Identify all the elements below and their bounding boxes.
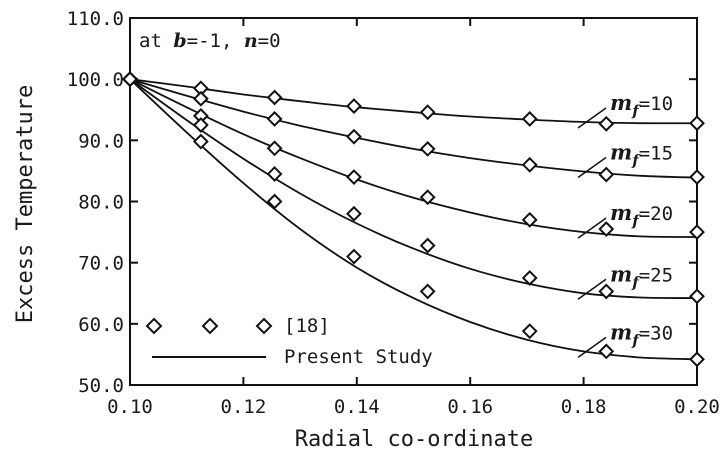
data-marker (122, 71, 138, 88)
data-marker (521, 111, 538, 127)
series-line (129, 78, 698, 299)
data-marker (266, 140, 283, 157)
series-label: mf=25 (610, 261, 673, 291)
series-label-leader (577, 217, 607, 239)
y-axis: 50.0 60.0 70.0 80.0 90.0 100.0 110.0 (67, 8, 697, 397)
data-marker (192, 117, 209, 133)
data-marker (689, 224, 705, 240)
legend-marker-3 (255, 317, 273, 335)
legend-markers-label: [18] (284, 315, 330, 337)
y-tick-label: 90.0 (78, 130, 124, 152)
data-marker (346, 205, 362, 222)
y-tick-label: 100.0 (67, 69, 124, 91)
series-label: mf=10 (610, 90, 673, 120)
data-marker (689, 169, 705, 185)
data-marker (266, 89, 283, 106)
data-marker (419, 283, 436, 300)
x-tick-label: 0.18 (561, 396, 607, 418)
data-marker (598, 166, 615, 183)
condition-annotation: at b=-1, n=0 (139, 30, 281, 52)
data-marker (266, 166, 283, 182)
data-marker (266, 111, 283, 127)
data-marker (521, 270, 538, 286)
data-marker (521, 211, 538, 228)
data-marker (598, 283, 615, 300)
data-marker (346, 248, 362, 265)
data-marker (419, 104, 436, 121)
data-marker (419, 237, 436, 254)
data-marker (598, 343, 615, 360)
series-label: mf=15 (610, 140, 673, 170)
data-marker (266, 193, 283, 210)
data-marker (192, 90, 209, 107)
y-tick-label: 70.0 (78, 253, 124, 275)
series-label-leader (577, 336, 607, 358)
x-axis: 0.10 0.12 0.14 0.16 0.18 0.20 (107, 18, 720, 418)
legend: [18] Present Study (145, 315, 433, 368)
legend-marker-1 (145, 317, 163, 335)
data-marker (419, 189, 436, 206)
series-label-leader (577, 107, 607, 129)
data-marker (598, 115, 615, 132)
y-tick-label: 50.0 (78, 375, 124, 397)
data-marker (419, 140, 436, 157)
x-tick-label: 0.10 (107, 396, 153, 418)
data-marker (598, 221, 615, 237)
y-tick-label: 80.0 (78, 192, 124, 214)
data-marker (346, 128, 362, 145)
x-tick-label: 0.20 (674, 396, 720, 418)
data-marker (689, 115, 705, 132)
legend-line-label: Present Study (284, 346, 433, 368)
y-tick-label: 110.0 (67, 8, 124, 30)
data-marker (521, 156, 538, 173)
series-markers (122, 71, 705, 368)
data-marker (346, 169, 362, 185)
data-marker (192, 133, 209, 150)
series-label-leader (577, 278, 607, 300)
series-label-leader (577, 156, 607, 179)
data-marker (689, 351, 705, 368)
series-labels: mf=10 mf=15 mf=20 mf=25 mf=30 (577, 90, 673, 358)
x-tick-label: 0.16 (447, 396, 493, 418)
x-tick-label: 0.12 (221, 396, 267, 418)
legend-marker-2 (201, 317, 219, 335)
data-marker (346, 98, 362, 114)
x-axis-title: Radial co-ordinate (295, 427, 533, 452)
data-marker (689, 288, 705, 305)
series-label: mf=20 (610, 200, 673, 230)
series-line (129, 78, 698, 238)
series-line (129, 78, 698, 361)
x-tick-label: 0.14 (334, 396, 380, 418)
series-label: mf=30 (610, 319, 673, 349)
data-marker (521, 323, 538, 340)
y-tick-label: 60.0 (78, 314, 124, 336)
y-axis-title: Excess Temperature (13, 85, 38, 323)
